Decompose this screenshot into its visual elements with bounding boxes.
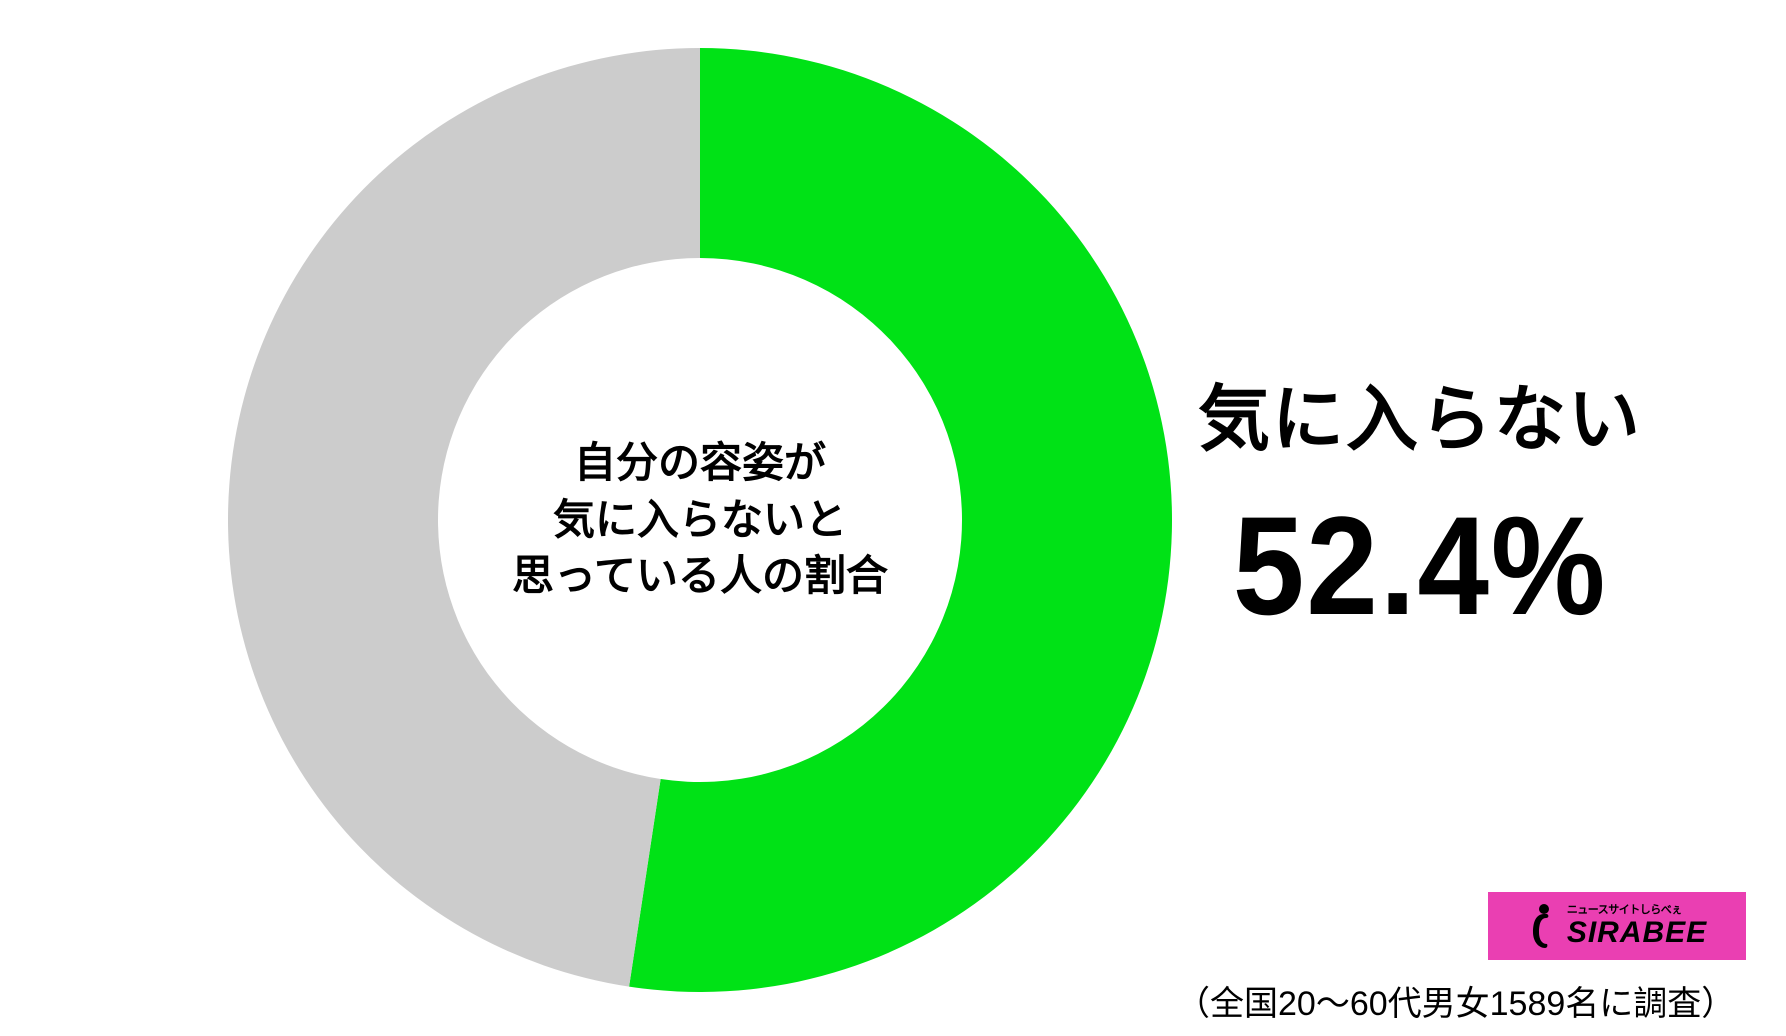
brand-logo: ニュースサイトしらべぇ SIRABEE [1488, 892, 1746, 960]
donut-center-label: 自分の容姿が 気に入らないと 思っている人の割合 [438, 435, 962, 605]
callout-value: 52.4% [1107, 485, 1733, 647]
center-label-line1: 自分の容姿が [438, 435, 962, 492]
infographic-stage: 自分の容姿が 気に入らないと 思っている人の割合 気に入らない 52.4% ニュ… [0, 0, 1786, 1036]
survey-footnote: （全国20〜60代男女1589名に調査） [1176, 976, 1735, 1025]
center-label-line3: 思っている人の割合 [438, 548, 962, 605]
center-label-line2: 気に入らないと [438, 492, 962, 549]
callout-title: 気に入らない [1080, 360, 1760, 465]
callout: 気に入らない 52.4% [1080, 360, 1760, 647]
sirabee-mark-icon [1527, 902, 1561, 950]
logo-brand: SIRABEE [1567, 918, 1707, 948]
logo-text-block: ニュースサイトしらべぇ SIRABEE [1567, 905, 1707, 948]
logo-tagline: ニュースサイトしらべぇ [1567, 905, 1682, 916]
